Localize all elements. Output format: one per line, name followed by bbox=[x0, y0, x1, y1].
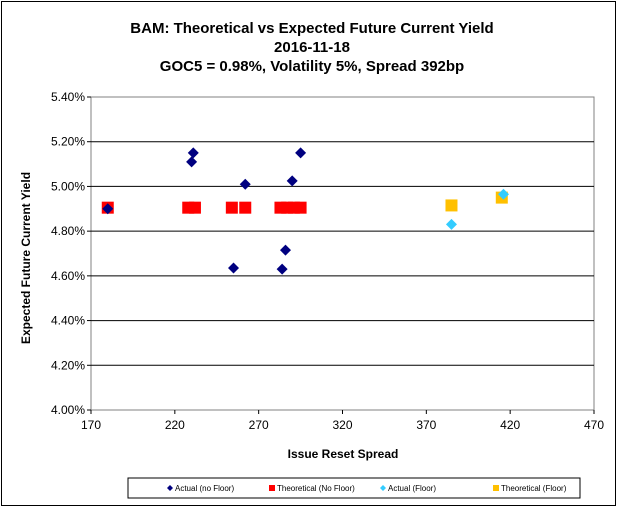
y-axis-label: Expected Future Current Yield bbox=[19, 172, 33, 344]
y-tick-label: 4.00% bbox=[51, 403, 85, 417]
x-axis-label: Issue Reset Spread bbox=[288, 447, 399, 461]
gridlines bbox=[91, 141, 594, 366]
data-point bbox=[445, 199, 458, 212]
chart-title-line-3: GOC5 = 0.98%, Volatility 5%, Spread 392b… bbox=[160, 58, 464, 75]
y-tick-label: 4.40% bbox=[51, 314, 85, 328]
y-axis-ticks: 4.00% 4.20% 4.40% 4.60% 4.80% 5.00% 5.20% 5.40% bbox=[51, 90, 91, 417]
x-axis-ticks: 170 220 270 320 370 420 470 bbox=[81, 410, 604, 432]
y-tick-label: 5.40% bbox=[51, 90, 85, 104]
x-tick-label: 370 bbox=[416, 418, 436, 432]
legend-label: Actual (no Floor) bbox=[175, 484, 234, 493]
legend-label: Actual (Floor) bbox=[388, 484, 436, 493]
y-tick-label: 4.80% bbox=[51, 224, 85, 238]
data-point bbox=[294, 201, 307, 214]
legend-label: Theoretical (Floor) bbox=[501, 484, 567, 493]
legend-label: Theoretical (No Floor) bbox=[277, 484, 355, 493]
legend-marker bbox=[380, 485, 386, 491]
legend-box bbox=[127, 477, 581, 499]
data-point bbox=[286, 175, 298, 187]
plot-area bbox=[90, 96, 595, 411]
data-point bbox=[497, 188, 509, 200]
data-point bbox=[276, 263, 288, 275]
data-point bbox=[228, 262, 240, 274]
x-tick-label: 170 bbox=[81, 418, 101, 432]
x-tick-label: 320 bbox=[332, 418, 352, 432]
x-tick-label: 220 bbox=[165, 418, 185, 432]
data-point bbox=[295, 147, 307, 159]
data-point bbox=[102, 203, 114, 215]
legend-marker bbox=[493, 485, 499, 491]
data-point bbox=[225, 201, 238, 214]
y-tick-label: 4.60% bbox=[51, 269, 85, 283]
legend-marker bbox=[167, 485, 173, 491]
data-point bbox=[186, 156, 198, 168]
y-tick-label: 5.00% bbox=[51, 179, 85, 193]
data-points bbox=[101, 147, 509, 275]
chart-title-line-2: 2016-11-18 bbox=[274, 39, 350, 56]
data-point bbox=[187, 147, 199, 159]
y-tick-label: 5.20% bbox=[51, 135, 85, 149]
chart-title-line-1: BAM: Theoretical vs Expected Future Curr… bbox=[130, 20, 493, 37]
data-point bbox=[188, 201, 201, 214]
x-tick-label: 270 bbox=[249, 418, 269, 432]
legend-marker bbox=[269, 485, 275, 491]
data-point bbox=[445, 218, 457, 230]
y-tick-label: 4.20% bbox=[51, 358, 85, 372]
chart-title-group: BAM: Theoretical vs Expected Future Curr… bbox=[130, 20, 493, 75]
x-tick-label: 420 bbox=[500, 418, 520, 432]
data-point bbox=[239, 201, 252, 214]
data-point bbox=[239, 178, 251, 190]
data-point bbox=[279, 244, 291, 256]
legend: Actual (no Floor) Theoretical (No Floor) A… bbox=[127, 477, 581, 499]
plot-area-border bbox=[90, 96, 595, 411]
x-tick-label: 470 bbox=[584, 418, 604, 432]
